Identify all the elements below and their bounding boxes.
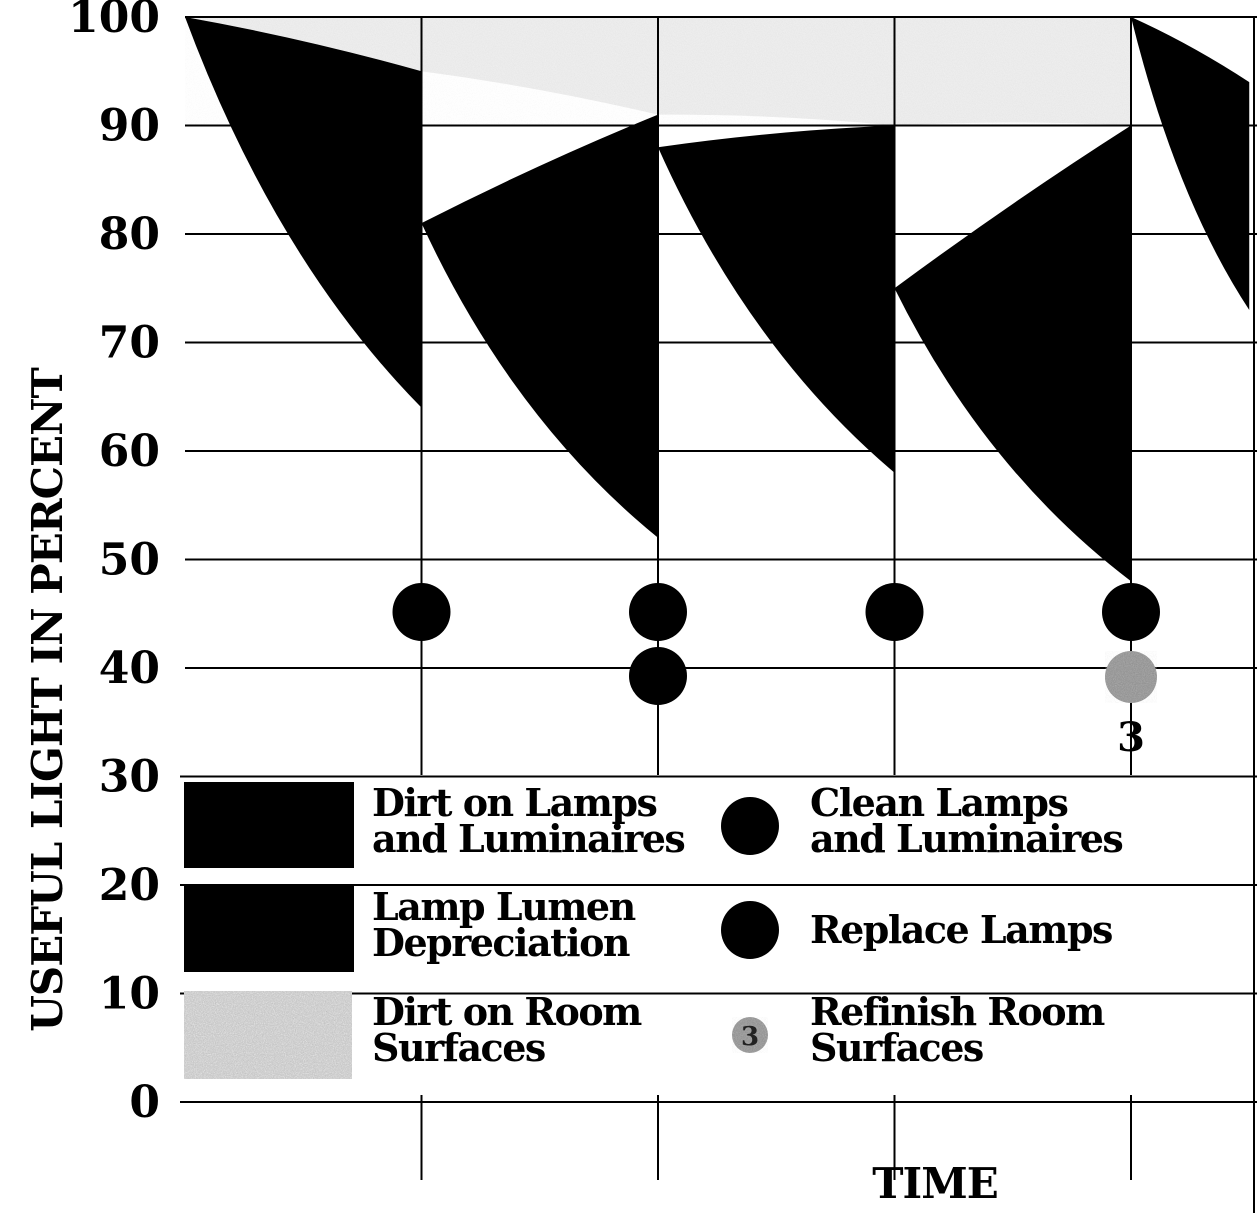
y-tick-10: 10 <box>99 969 160 1020</box>
legend-marker-2 <box>721 901 779 959</box>
y-tick-50: 50 <box>99 535 160 586</box>
legend-marker-label-2-1: Replace Lamps <box>810 907 1112 952</box>
area-layer <box>185 17 1250 582</box>
y-tick-20: 20 <box>99 860 160 911</box>
depreciation-segment-3 <box>658 125 895 473</box>
y-tick-70: 70 <box>99 318 160 369</box>
x-axis-label: TIME <box>872 1159 997 1208</box>
legend-refinish-count: 3 <box>741 1022 759 1052</box>
y-tick-80: 80 <box>99 209 160 260</box>
depreciation-segment-2 <box>421 114 658 538</box>
legend-fill-label-2-1: Lamp Lumen <box>372 884 636 929</box>
depreciation-segment-4 <box>894 125 1131 582</box>
y-tick-60: 60 <box>99 426 160 477</box>
legend-marker-label-3-2: Surfaces <box>810 1025 983 1070</box>
legend-background <box>180 775 1252 1095</box>
legend-fill-label-3-2: Surfaces <box>372 1025 545 1070</box>
refinish-marker-texture <box>1105 651 1157 703</box>
clean-marker-3 <box>865 583 924 641</box>
clean-marker-2 <box>629 583 687 641</box>
event-markers: 3 <box>392 583 1160 761</box>
depreciation-segment-1 <box>185 17 422 408</box>
y-tick-30: 30 <box>99 752 160 803</box>
legend-fill-label-3-1: Dirt on Room <box>372 989 642 1034</box>
y-tick-0: 0 <box>129 1077 160 1128</box>
y-axis-label: USEFUL LIGHT IN PERCENT <box>23 368 72 1032</box>
legend-marker-label-1-2: and Luminaires <box>810 816 1122 861</box>
legend-fill-label-1-1: Dirt on Lamps <box>372 780 657 825</box>
clean-marker-4 <box>1102 583 1160 641</box>
y-tick-100: 100 <box>68 0 160 43</box>
swatch-lumen-depreciation <box>184 886 354 972</box>
replace-marker-2 <box>629 647 687 705</box>
y-tick-90: 90 <box>99 101 160 152</box>
y-tick-40: 40 <box>99 643 160 694</box>
legend-marker-label-1-1: Clean Lamps <box>810 780 1067 825</box>
legend-fill-label-1-2: and Luminaires <box>372 816 684 861</box>
swatch-room-dirt-texture <box>184 991 352 1079</box>
legend-marker-label-3-1: Refinish Room <box>810 989 1105 1034</box>
swatch-lamp-dirt <box>184 782 354 868</box>
legend-marker-1 <box>721 797 779 855</box>
refinish-count-label: 3 <box>1117 714 1145 761</box>
clean-marker-1 <box>392 583 451 641</box>
depreciation-segment-5 <box>1131 17 1250 310</box>
legend-refinish-texture <box>732 1017 768 1053</box>
legend-fill-label-2-2: Depreciation <box>372 920 630 965</box>
